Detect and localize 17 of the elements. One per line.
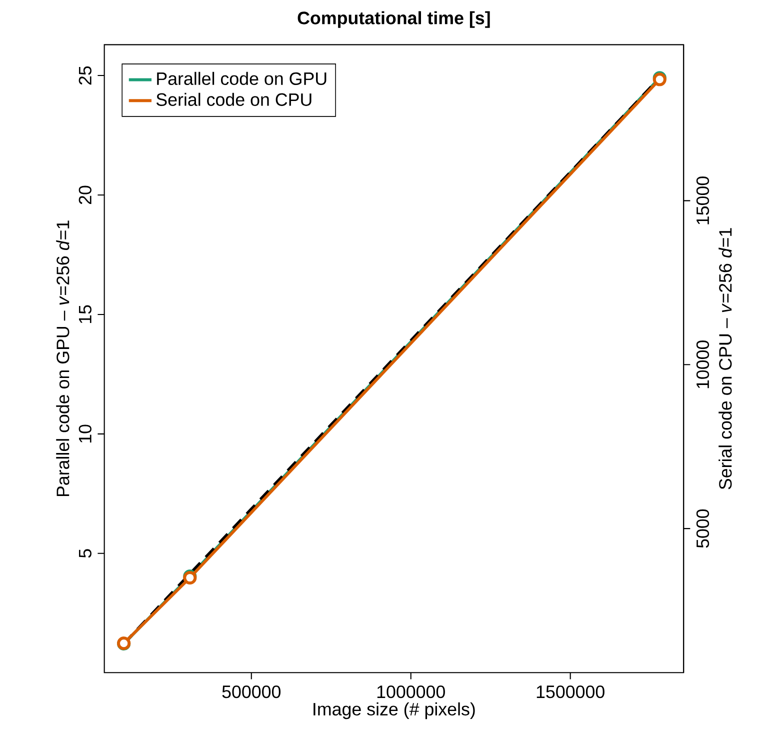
legend-label: Serial code on CPU	[156, 92, 312, 106]
y-tick-label: 10	[78, 424, 92, 442]
x-tick-label: 500000	[222, 685, 281, 698]
x-axis-title: Image size (# pixels)	[314, 702, 475, 720]
x-tick-label: 1000000	[377, 685, 445, 698]
y-axis-title: Parallel code on GPU – v=256 d=1	[56, 220, 70, 496]
y2-tick-label: 15000	[696, 176, 710, 224]
legend-label: Parallel code on GPU	[157, 72, 326, 85]
y-tick-label: 15	[79, 305, 92, 323]
chart-title: Computational time [s]	[298, 11, 490, 28]
y2-axis-title: Serial code on CPU – v=256 d=1	[718, 228, 732, 490]
y-tick-label: 5	[79, 549, 92, 558]
y-tick-label: 20	[78, 186, 92, 204]
y-tick-label: 25	[78, 66, 92, 85]
x-tick-label: 1500000	[536, 685, 604, 698]
y2-tick-label: 10000	[696, 340, 710, 388]
y2-tick-label: 5000	[696, 509, 710, 548]
